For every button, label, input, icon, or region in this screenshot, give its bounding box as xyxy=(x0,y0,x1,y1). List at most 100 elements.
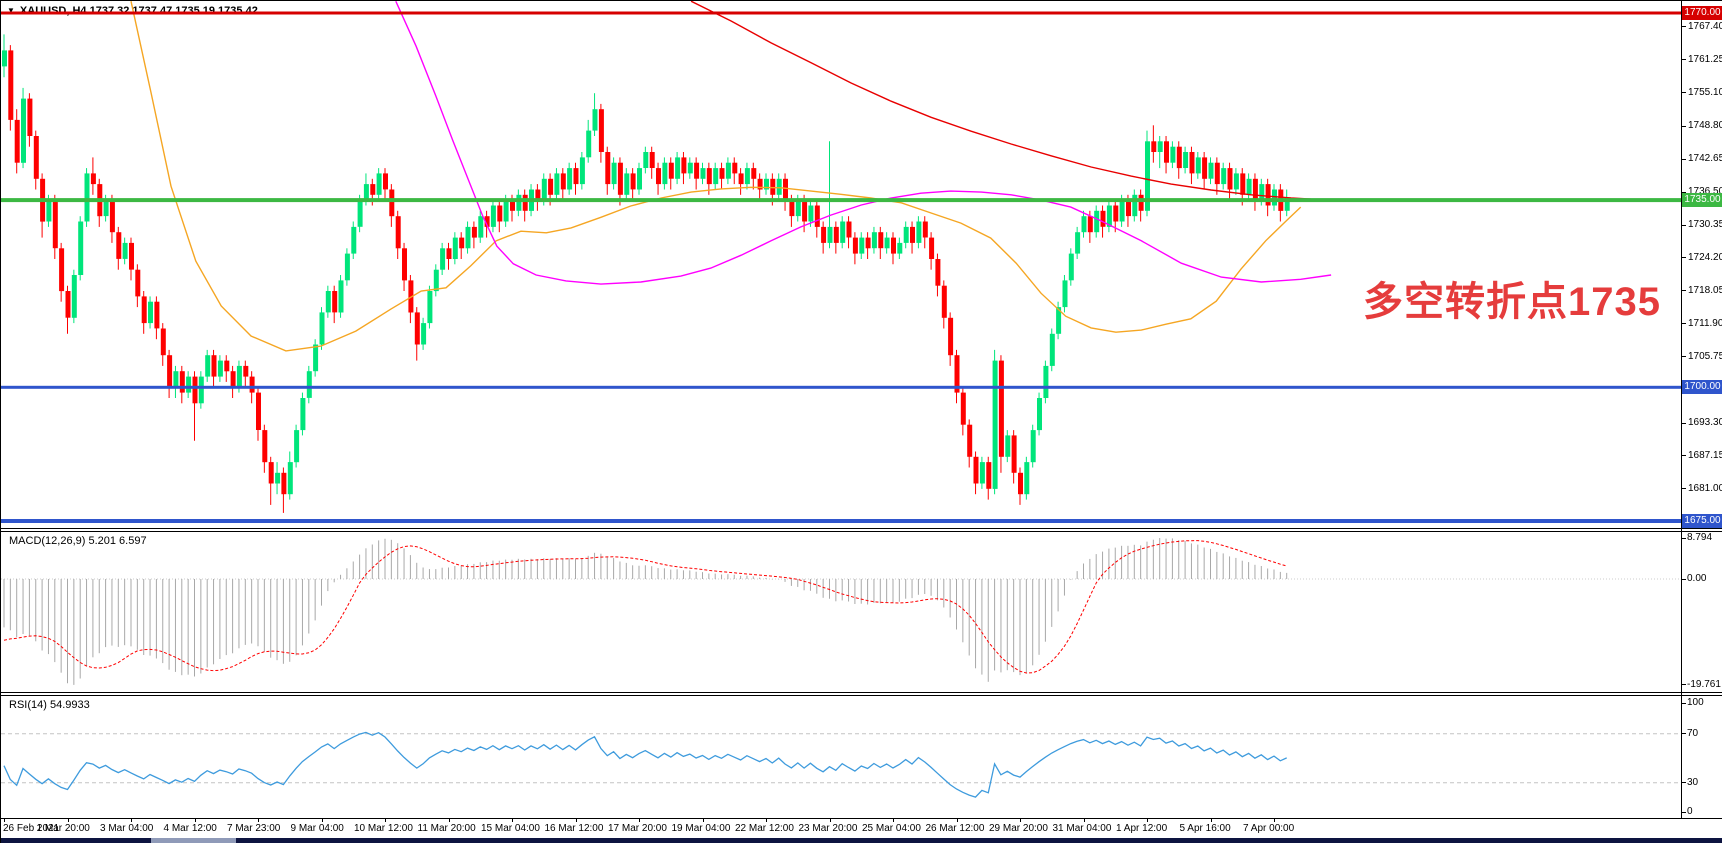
time-tick-mark xyxy=(67,819,69,822)
time-tick-mark xyxy=(829,819,831,822)
time-label: 19 Mar 04:00 xyxy=(671,823,731,834)
macd-axis-label: -19.761 xyxy=(1687,678,1721,690)
annotation-text[interactable]: 多空转折点1735 xyxy=(1363,280,1661,324)
time-tick-mark xyxy=(1210,819,1212,822)
time-tick-mark xyxy=(258,819,259,822)
time-label: 5 Apr 16:00 xyxy=(1179,823,1231,834)
symbol-title: ▼ XAUUSD, H4 1737.32 1737.47 1735.19 1735… xyxy=(7,5,258,17)
price-tick-mark xyxy=(1681,92,1686,94)
price-tick-mark xyxy=(1681,356,1686,358)
price-tick-mark xyxy=(1681,323,1686,325)
price-tick-mark xyxy=(1681,191,1686,193)
panel-separator-main-macd-bottom[interactable] xyxy=(1,531,1722,532)
time-label: 23 Mar 20:00 xyxy=(798,823,858,834)
macd-axis-label: 8.794 xyxy=(1687,532,1713,544)
time-label: 25 Mar 04:00 xyxy=(862,823,921,834)
panel-separator-macd-rsi-top[interactable] xyxy=(1,692,1722,693)
hline-1700.00[interactable] xyxy=(1,385,1681,389)
time-label: 22 Mar 12:00 xyxy=(735,823,794,834)
time-tick-mark xyxy=(512,819,513,822)
rsi-tick-mark xyxy=(1681,702,1686,704)
time-tick-mark xyxy=(893,819,894,822)
price-tick-mark xyxy=(1681,26,1686,28)
time-tick-mark xyxy=(702,819,704,822)
panel-separator-macd-rsi-bottom[interactable] xyxy=(1,695,1722,696)
price-tick-label: 1687.15 xyxy=(1688,449,1722,461)
chevron-down-icon[interactable]: ▼ xyxy=(7,6,15,15)
candles-layer xyxy=(2,34,1290,513)
price-tick-label: 1693.30 xyxy=(1688,417,1722,429)
panel-separator-main-macd-top[interactable] xyxy=(1,528,1722,529)
time-tick-mark xyxy=(194,819,196,822)
time-tick-mark xyxy=(385,819,386,822)
price-tick-label: 1761.25 xyxy=(1688,53,1722,65)
rsi-axis-label: 0 xyxy=(1687,806,1693,817)
time-label: 7 Apr 00:00 xyxy=(1243,823,1295,834)
price-tick-mark xyxy=(1681,158,1686,160)
price-tick-label: 1681.00 xyxy=(1688,482,1722,494)
time-label: 1 Apr 12:00 xyxy=(1116,823,1168,834)
macd-tick-mark xyxy=(1681,684,1686,686)
time-tick-mark xyxy=(1020,819,1021,822)
price-tick-label: 1718.05 xyxy=(1688,284,1722,296)
price-tick-label: 1767.40 xyxy=(1688,20,1722,32)
time-tick-mark xyxy=(448,819,450,822)
time-tick-mark xyxy=(1274,819,1275,822)
macd-tick-mark xyxy=(1681,578,1686,580)
time-label: 17 Mar 20:00 xyxy=(608,823,667,834)
price-tick-mark xyxy=(1681,488,1686,490)
macd-signal-line xyxy=(3,540,1287,674)
time-label: 11 Mar 20:00 xyxy=(417,823,476,834)
scrollbar-thumb[interactable] xyxy=(151,838,236,843)
price-tick-mark xyxy=(1681,290,1686,292)
price-tick-label: 1755.10 xyxy=(1688,86,1722,98)
time-label: 15 Mar 04:00 xyxy=(481,823,540,834)
price-tick-mark xyxy=(1681,257,1686,259)
time-tick-mark xyxy=(956,819,958,822)
macd-histogram xyxy=(3,538,1288,685)
price-badge-1675.00[interactable]: 1675.00 xyxy=(1682,513,1722,528)
time-axis-border xyxy=(1,818,1722,819)
price-badge-1700.00[interactable]: 1700.00 xyxy=(1682,380,1722,395)
horizontal-scrollbar[interactable] xyxy=(1,838,1722,843)
price-tick-mark xyxy=(1681,224,1686,226)
time-label: 9 Mar 04:00 xyxy=(290,823,344,834)
time-label: 16 Mar 12:00 xyxy=(544,823,604,834)
price-axis-border xyxy=(1681,1,1682,838)
time-axis: 26 Feb 2021 1 Mar 20:00 3 Mar 04:00 4 Mar 1… xyxy=(1,819,1722,838)
price-tick-label: 1705.75 xyxy=(1688,350,1722,362)
ma-medium-line xyxy=(395,1,1332,285)
rsi-tick-mark xyxy=(1681,733,1686,735)
price-tick-label: 1730.35 xyxy=(1688,219,1722,230)
price-tick-mark xyxy=(1681,125,1686,127)
hline-1735.00[interactable] xyxy=(1,198,1681,203)
price-tick-label: 1736.50 xyxy=(1688,186,1722,198)
time-tick-mark xyxy=(321,819,323,822)
rsi-tick-mark xyxy=(1681,782,1686,784)
time-label: 29 Mar 20:00 xyxy=(989,823,1048,834)
rsi-axis-label: 30 xyxy=(1687,776,1699,788)
time-label: 10 Mar 12:00 xyxy=(354,823,413,834)
macd-tick-mark xyxy=(1681,537,1686,539)
time-tick-mark xyxy=(575,819,577,822)
hline-1675.00[interactable] xyxy=(1,519,1681,523)
price-tick-label: 1742.65 xyxy=(1688,153,1722,165)
time-tick-mark xyxy=(1147,819,1148,822)
time-label: 3 Mar 04:00 xyxy=(100,823,154,834)
time-label: 31 Mar 04:00 xyxy=(1052,823,1112,834)
rsi-axis-label: 70 xyxy=(1687,727,1699,739)
time-label: 7 Mar 23:00 xyxy=(227,823,281,834)
time-tick-mark xyxy=(4,819,5,822)
price-tick-label: 1711.90 xyxy=(1688,317,1722,329)
price-tick-label: 1724.20 xyxy=(1688,251,1722,263)
time-tick-mark xyxy=(766,819,767,822)
price-badge-1770.00[interactable]: 1770.00 xyxy=(1682,6,1722,20)
time-label: 26 Mar 12:00 xyxy=(925,823,985,834)
rsi-axis-label: 100 xyxy=(1687,697,1704,708)
price-tick-mark xyxy=(1681,59,1686,61)
rsi-tick-mark xyxy=(1681,811,1686,813)
price-tick-mark xyxy=(1681,422,1686,424)
price-badge-1735.00[interactable]: 1735.00 xyxy=(1682,193,1722,208)
ma-fast-line xyxy=(130,1,1302,352)
time-label: 26 Feb 2021 xyxy=(3,823,60,834)
